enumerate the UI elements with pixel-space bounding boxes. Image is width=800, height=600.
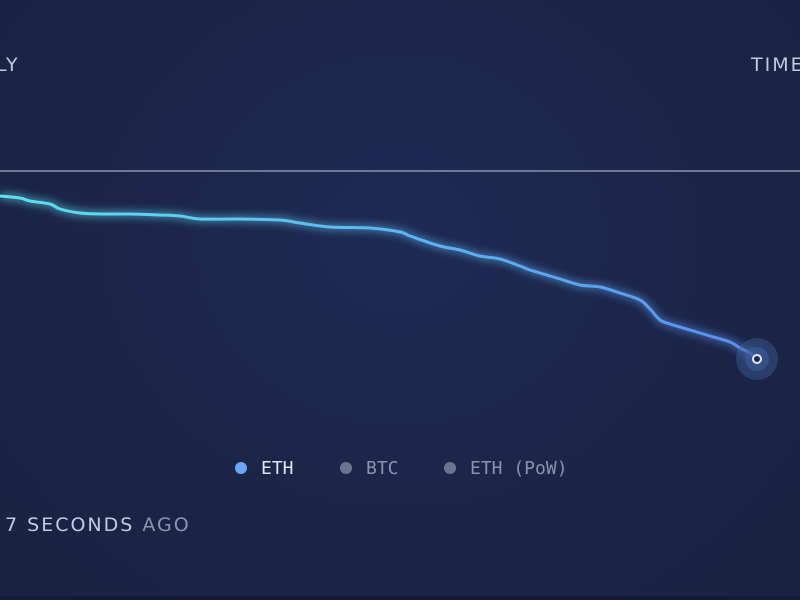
legend-item-eth-pow[interactable]: ETH (PoW) [444,456,568,480]
last-updated-value: 7 SECONDS [5,514,135,536]
last-updated-suffix: AGO [142,514,191,536]
legend-label-eth: ETH [261,457,294,479]
series-eth-line [0,194,759,361]
chart-legend: ETH BTC ETH (PoW) [0,456,800,480]
legend-dot-eth [235,462,247,474]
legend-dot-eth-pow [444,462,456,474]
legend-label-eth-pow: ETH (PoW) [470,457,568,479]
current-point-marker[interactable] [736,338,778,380]
marker-dot [752,354,762,364]
legend-label-btc: BTC [366,457,399,479]
legend-item-btc[interactable]: BTC [340,456,399,480]
bottom-divider [0,596,800,600]
last-updated: 7 SECONDS AGO [5,514,191,536]
period-label[interactable]: LY [0,54,20,76]
legend-item-eth[interactable]: ETH [235,456,294,480]
time-label[interactable]: TIME [751,54,800,76]
series-layer [0,192,760,362]
legend-dot-btc [340,462,352,474]
series-eth-glow [0,192,760,362]
